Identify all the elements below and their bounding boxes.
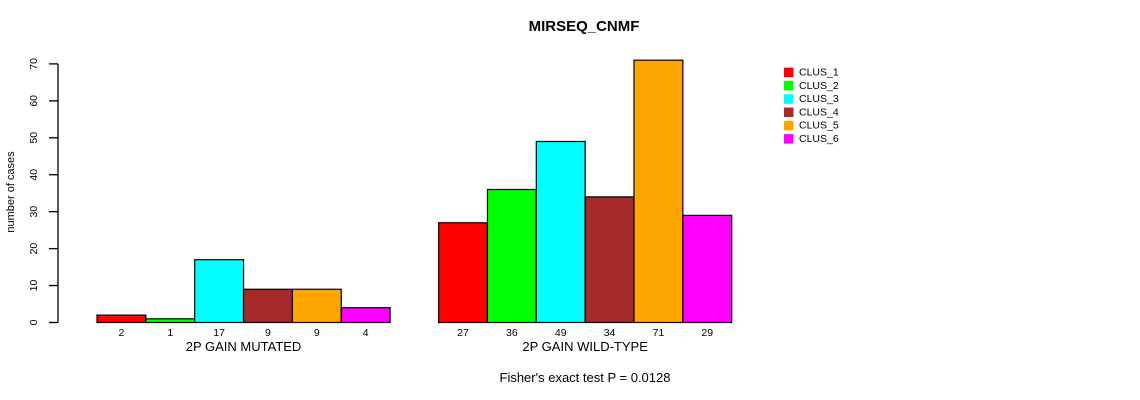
bar-value-label: 71 (653, 327, 665, 339)
bar-value-label: 9 (265, 327, 271, 339)
legend-label: CLUS_6 (799, 133, 839, 145)
bar-value-label: 4 (363, 327, 369, 339)
legend-swatch-clus_6 (784, 134, 794, 144)
y-tick-label: 50 (28, 132, 40, 144)
bar-2p-gain-mutated-clus_1 (96, 314, 147, 324)
bar-value-label: 49 (555, 327, 567, 339)
y-tick-label: 40 (28, 169, 40, 181)
bar-2p-gain-mutated-clus_5 (291, 288, 342, 324)
bar-2p-gain-mutated-clus_3 (194, 259, 245, 324)
bar-value-label: 36 (506, 327, 518, 339)
y-tick-label: 0 (28, 319, 40, 325)
legend-swatch-clus_4 (784, 107, 794, 118)
legend-label: CLUS_4 (799, 106, 839, 118)
bar-value-label: 29 (701, 327, 713, 339)
bar-2p-gain-wild-type-clus_1 (438, 222, 489, 324)
bar-2p-gain-mutated-clus_6 (340, 307, 391, 324)
y-tick-label: 10 (28, 280, 40, 292)
bar-value-label: 27 (457, 327, 469, 339)
legend-label: CLUS_3 (799, 93, 839, 105)
legend-swatch-clus_5 (784, 120, 794, 131)
group-label: 2P GAIN WILD-TYPE (522, 339, 648, 354)
y-tick-label: 30 (28, 206, 40, 218)
bar-2p-gain-wild-type-clus_5 (633, 59, 684, 324)
bar-2p-gain-wild-type-clus_6 (682, 214, 733, 324)
legend-label: CLUS_1 (799, 67, 839, 79)
bar-value-label: 1 (167, 327, 173, 339)
y-axis-title: number of cases (5, 151, 17, 233)
bar-2p-gain-wild-type-clus_3 (535, 140, 586, 324)
bar-2p-gain-mutated-clus_4 (242, 288, 294, 324)
group-label: 2P GAIN MUTATED (186, 339, 302, 354)
bar-value-label: 17 (213, 327, 225, 339)
bar-2p-gain-wild-type-clus_4 (584, 196, 635, 324)
legend-label: CLUS_5 (799, 120, 839, 132)
y-tick-label: 20 (28, 243, 40, 255)
chart-title: MIRSEQ_CNMF (529, 18, 640, 35)
bar-2p-gain-wild-type-clus_2 (486, 188, 537, 324)
bar-value-label: 2 (119, 327, 125, 339)
bar-value-label: 9 (314, 327, 320, 339)
legend-swatch-clus_3 (784, 94, 794, 104)
bar-2p-gain-mutated-clus_2 (145, 318, 196, 324)
footer-note: Fisher's exact test P = 0.0128 (500, 370, 671, 385)
legend-swatch-clus_2 (784, 81, 794, 91)
y-tick-label: 70 (28, 58, 40, 70)
legend-swatch-clus_1 (784, 67, 794, 78)
bar-value-label: 34 (604, 327, 616, 339)
y-tick-label: 60 (28, 95, 40, 107)
legend-label: CLUS_2 (799, 80, 839, 92)
